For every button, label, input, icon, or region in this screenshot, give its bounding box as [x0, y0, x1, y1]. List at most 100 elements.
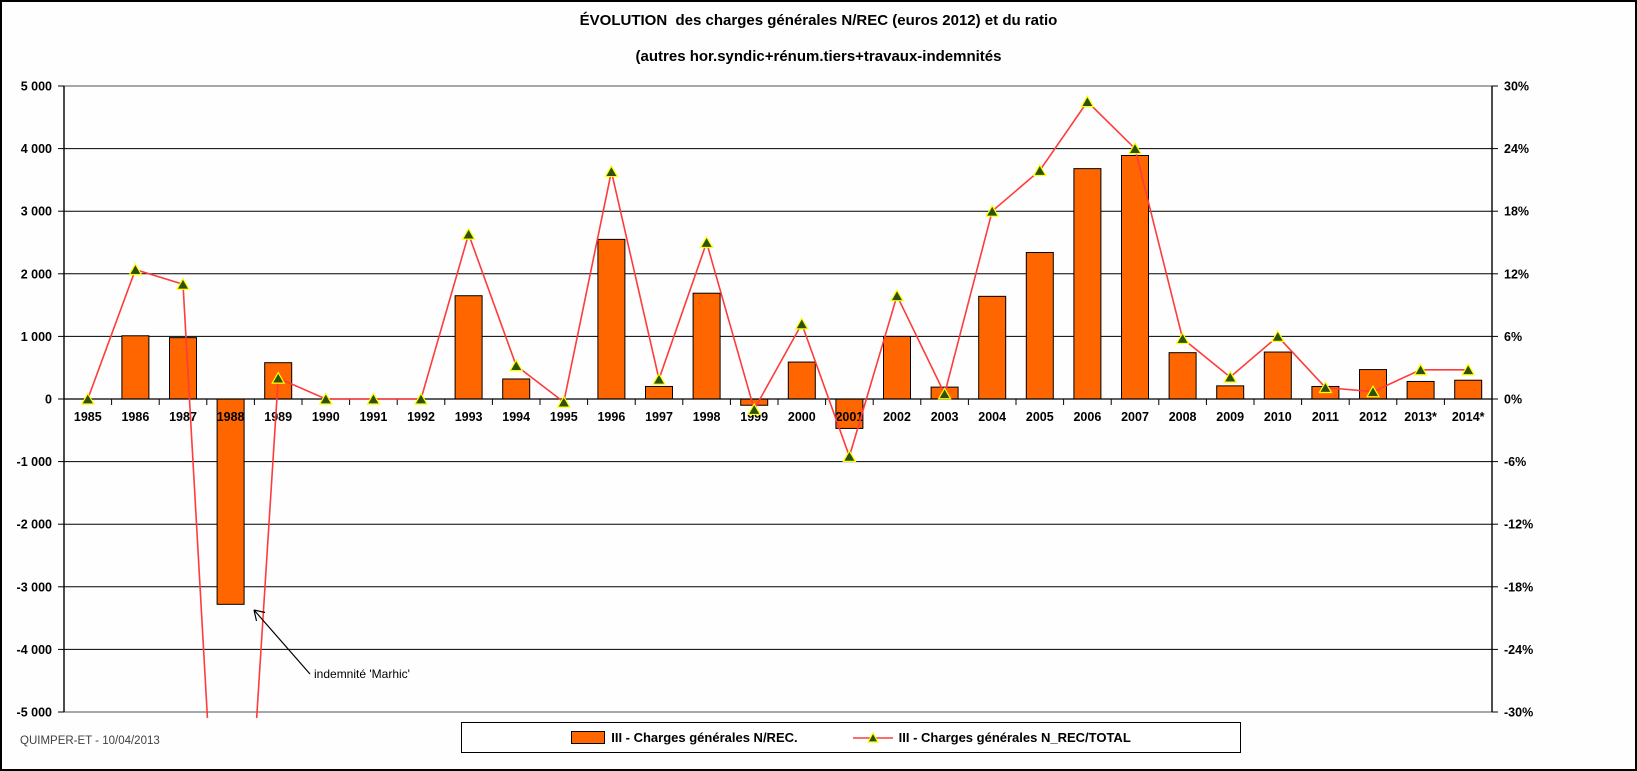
- ratio-marker-1994: [509, 358, 524, 372]
- x-axis-label: 2001: [835, 410, 863, 424]
- x-axis-label: 1987: [169, 410, 197, 424]
- legend-item-bars: III - Charges générales N/REC.: [571, 730, 798, 745]
- y-axis-label-right: -30%: [1504, 706, 1533, 720]
- ratio-marker-1990: [318, 392, 333, 405]
- bar-2007: [1121, 154, 1149, 400]
- bar-1988: [216, 398, 245, 605]
- x-axis-label: 2004: [978, 410, 1006, 424]
- ratio-marker-2006: [1080, 94, 1095, 108]
- bar-1987: [169, 337, 197, 400]
- y-axis-label-left: 0: [45, 393, 52, 407]
- y-axis-label-right: 24%: [1504, 142, 1529, 156]
- ratio-marker-1993: [461, 227, 476, 240]
- y-axis-label-left: 5 000: [21, 80, 52, 94]
- ratio-marker-1999: [747, 402, 762, 416]
- bar-2010: [1263, 351, 1292, 400]
- x-axis-label: 1996: [597, 410, 625, 424]
- ratio-marker-2012: [1365, 384, 1381, 398]
- x-axis-label: 2007: [1121, 410, 1149, 424]
- y-axis-label-right: 18%: [1504, 205, 1529, 219]
- annotation-marhic: indemnité 'Marhic': [314, 667, 410, 681]
- y-axis-label-right: -18%: [1504, 580, 1533, 594]
- ratio-marker-2009: [1223, 370, 1238, 383]
- bar-1997: [645, 385, 673, 400]
- bar-2004: [978, 295, 1007, 400]
- x-axis-label: 1997: [645, 410, 673, 424]
- ratio-marker-2005: [1032, 163, 1047, 177]
- x-axis-label: 2003: [931, 410, 959, 424]
- x-axis-label: 2009: [1216, 410, 1244, 424]
- x-axis-label: 1993: [455, 410, 483, 424]
- ratio-line-group: [87, 100, 1469, 718]
- y-axis-label-right: 6%: [1504, 330, 1522, 344]
- ratio-marker-1986: [128, 262, 143, 276]
- chart-title: ÉVOLUTION des charges générales N/REC (e…: [579, 12, 1058, 29]
- x-axis-label: 1986: [121, 410, 149, 424]
- bar-1998: [692, 292, 721, 400]
- chart-subtitle: (autres hor.syndic+rénum.tiers+travaux-i…: [635, 48, 1002, 65]
- y-axis-label-left: -2 000: [17, 518, 52, 532]
- y-axis-label-left: -3 000: [17, 580, 52, 594]
- ratio-marker-1996: [604, 164, 619, 178]
- bar-2005: [1025, 252, 1054, 400]
- ratio-marker-2014*: [1461, 363, 1476, 376]
- ratio-line: [87, 100, 1469, 718]
- y-axis-label-left: -4 000: [17, 643, 52, 657]
- x-axis-label: 1995: [550, 410, 578, 424]
- ratio-marker-1997: [651, 372, 667, 385]
- y-axis-label-right: 0%: [1504, 393, 1522, 407]
- legend: III - Charges générales N/REC. III - Cha…: [461, 722, 1241, 753]
- ratio-marker-2003: [937, 387, 952, 400]
- y-axis-label-right: -24%: [1504, 643, 1533, 657]
- ratio-marker-2011: [1318, 380, 1333, 394]
- bar-1993: [454, 295, 483, 400]
- x-axis-label: 2008: [1169, 410, 1197, 424]
- y-axis-label-right: 12%: [1504, 267, 1529, 281]
- ratio-marker-1991: [366, 392, 381, 405]
- x-axis-label: 1991: [359, 410, 387, 424]
- bar-2013*: [1406, 380, 1435, 400]
- ratio-marker-1995: [556, 395, 571, 408]
- bar-2014*: [1454, 379, 1483, 400]
- x-axis-label: 2011: [1312, 410, 1339, 424]
- x-axis-label: 2012: [1359, 410, 1387, 424]
- bar-1996: [597, 238, 626, 400]
- x-axis-label: 2006: [1073, 410, 1101, 424]
- legend-item-line: III - Charges générales N_REC/TOTAL: [852, 730, 1131, 745]
- ratio-marker-2001: [842, 449, 857, 462]
- ratio-marker-2004: [985, 204, 1000, 217]
- bar-2000: [787, 361, 816, 400]
- bar-swatch-icon: [571, 731, 606, 744]
- ratio-marker-1985: [80, 392, 95, 405]
- x-axis-label: 2000: [788, 410, 816, 424]
- y-axis-label-right: -6%: [1504, 455, 1526, 469]
- ratio-marker-2002: [889, 289, 905, 302]
- y-axis-label-right: 30%: [1504, 80, 1529, 94]
- ratio-marker-2007: [1127, 141, 1143, 155]
- y-axis-label-left: -1 000: [17, 455, 52, 469]
- bar-1994: [502, 378, 531, 400]
- x-axis-label: 1992: [407, 410, 435, 424]
- x-axis-label: 1989: [264, 410, 292, 424]
- legend-label-line: III - Charges générales N_REC/TOTAL: [898, 730, 1131, 745]
- x-axis-label: 2013*: [1404, 410, 1437, 424]
- ratio-marker-2008: [1175, 331, 1190, 345]
- x-axis-label: 1988: [217, 410, 245, 424]
- x-axis-label: 1999: [740, 410, 768, 424]
- x-axis-label: 1985: [74, 410, 102, 424]
- x-axis-label: 2005: [1026, 410, 1054, 424]
- y-axis-label-left: 2 000: [21, 267, 52, 281]
- ratio-marker-2013*: [1413, 363, 1428, 376]
- x-axis-label: 1998: [693, 410, 721, 424]
- bar-1986: [121, 335, 150, 400]
- bar-2006: [1073, 168, 1102, 400]
- y-axis-label-right: -12%: [1504, 518, 1533, 532]
- legend-label-bars: III - Charges générales N/REC.: [611, 730, 798, 745]
- ratio-marker-1989: [271, 371, 286, 384]
- y-axis-label-left: 1 000: [21, 330, 52, 344]
- x-axis-label: 1990: [312, 410, 340, 424]
- annotation-arrow: [253, 609, 311, 675]
- bar-2009: [1216, 385, 1245, 400]
- y-axis-label-left: 3 000: [21, 205, 52, 219]
